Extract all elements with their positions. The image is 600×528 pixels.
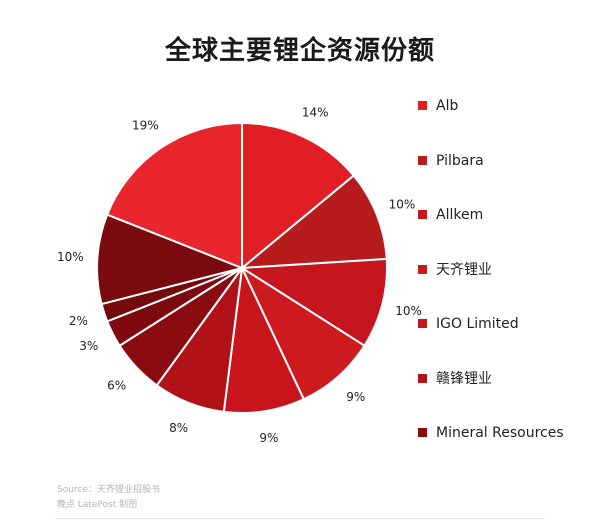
slice-value-label-3: 9% — [346, 390, 365, 404]
slice-value-label-8: 2% — [69, 314, 88, 328]
slice-value-label-0: 14% — [302, 105, 329, 119]
slice-value-label-6: 6% — [107, 379, 126, 393]
pie-slice-10 — [105, 121, 243, 270]
slice-value-label-5: 8% — [169, 421, 188, 435]
credit-note: 晚点 LatePost 制图 — [57, 500, 138, 510]
slice-value-label-2: 10% — [395, 304, 422, 318]
footer-divider — [55, 518, 545, 519]
pie-slice-9 — [96, 213, 246, 306]
legend-label-0: Alb — [436, 98, 459, 114]
slice-value-label-4: 9% — [259, 431, 278, 445]
legend-swatch-6 — [418, 428, 427, 437]
legend-label-6: Mineral Resources — [436, 425, 564, 441]
legend-swatch-1 — [418, 155, 427, 165]
pie-slice-1 — [238, 174, 388, 270]
slice-value-label-9: 10% — [57, 250, 84, 264]
pie-slice-3 — [239, 265, 366, 401]
legend-swatch-3 — [418, 264, 427, 274]
pie-labels: 14% 10% 10% 9% 9% 8% 6% 3% 2% 10% 19% — [57, 105, 422, 445]
slice-value-label-7: 3% — [79, 339, 98, 353]
legend-label-1: Pilbara — [436, 152, 484, 169]
legend-swatch-4 — [418, 319, 427, 328]
legend-label-2: Allkem — [436, 207, 484, 223]
pie-slice-2 — [238, 257, 388, 348]
source-note: Source：天齐锂业招股书 — [57, 485, 160, 495]
legend-label-4: IGO Limited — [436, 316, 519, 332]
slice-value-label-1: 10% — [389, 198, 416, 212]
legend-label-5: 赣锋锂业 — [436, 370, 492, 387]
legend-swatch-5 — [418, 373, 427, 383]
legend-swatch-2 — [418, 210, 427, 219]
pie-slice-0 — [241, 121, 356, 271]
chart-title: 全球主要锂企资源份额 — [164, 36, 435, 66]
slice-value-label-10: 19% — [132, 119, 159, 133]
legend-label-3: 天齐锂业 — [436, 261, 492, 278]
pie-slice-4 — [222, 264, 306, 414]
legend-swatch-0 — [418, 101, 427, 110]
pie-slices — [96, 121, 388, 414]
